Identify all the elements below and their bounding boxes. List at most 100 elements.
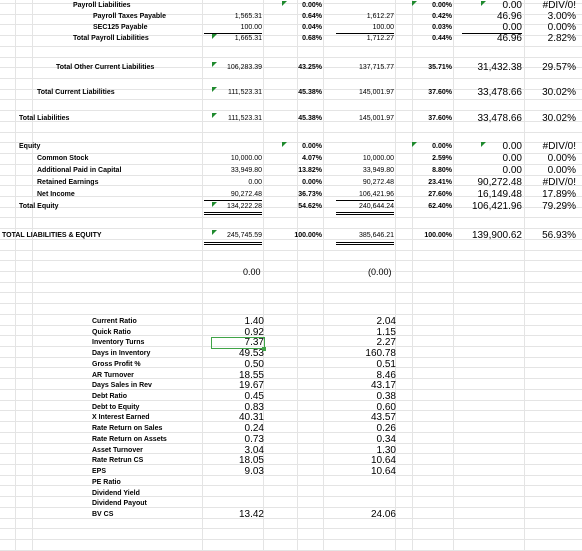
ratio-value-prior[interactable]: 9.03 bbox=[244, 466, 264, 477]
cell-change-amount[interactable]: 0.00 bbox=[502, 153, 522, 164]
ratio-value-prior[interactable]: 0.83 bbox=[244, 402, 264, 413]
cell-percent-current[interactable]: 0.00% bbox=[432, 143, 452, 150]
cell-change-amount[interactable]: 33,478.66 bbox=[477, 113, 523, 124]
ratio-value-prior[interactable]: 0.73 bbox=[244, 434, 264, 445]
cell-change-percent[interactable]: 0.00% bbox=[547, 165, 576, 176]
ratio-label[interactable]: Gross Profit % bbox=[92, 361, 141, 368]
cell-value-prior[interactable]: 106,283.39 bbox=[226, 64, 262, 71]
ratio-value-prior[interactable]: 49.53 bbox=[238, 348, 264, 359]
cell-percent-prior[interactable]: 13.82% bbox=[298, 167, 322, 174]
row-label[interactable]: Total Equity bbox=[19, 203, 59, 210]
cell-percent-prior[interactable]: 45.38% bbox=[298, 89, 322, 96]
ratio-value-current[interactable]: 160.78 bbox=[365, 348, 396, 359]
ratio-label[interactable]: EPS bbox=[92, 468, 107, 475]
ratio-label[interactable]: Rate Retrun CS bbox=[92, 457, 144, 464]
cell-change-amount[interactable]: 106,421.96 bbox=[471, 201, 522, 212]
cell-percent-current[interactable]: 0.00% bbox=[432, 2, 452, 9]
cell-percent-prior[interactable]: 0.00% bbox=[302, 2, 322, 9]
cell-value-current[interactable]: 1,712.27 bbox=[366, 35, 394, 42]
ratio-value-current[interactable]: 0.51 bbox=[376, 359, 396, 370]
cell-value-current[interactable]: 100.00 bbox=[336, 23, 394, 34]
cell-change-percent[interactable]: 79.29% bbox=[542, 201, 576, 212]
row-label[interactable]: Equity bbox=[19, 143, 41, 150]
cell-change-percent[interactable]: 30.02% bbox=[542, 113, 576, 124]
cell-percent-current[interactable]: 0.42% bbox=[432, 13, 452, 20]
ratio-value-prior[interactable]: 19.67 bbox=[238, 380, 264, 391]
row-label[interactable]: Total Payroll Liabilities bbox=[73, 35, 149, 42]
cell-value-current[interactable]: 385,646.21 bbox=[336, 230, 394, 245]
row-label[interactable]: Net Income bbox=[37, 191, 75, 198]
ratio-value-current[interactable]: 43.57 bbox=[370, 412, 396, 423]
cell-change-amount[interactable]: 16,149.48 bbox=[477, 189, 523, 200]
cell-change-amount[interactable]: 46.96 bbox=[496, 33, 522, 44]
ratio-label[interactable]: Rate Return on Sales bbox=[92, 425, 163, 432]
fill-handle[interactable] bbox=[262, 347, 266, 351]
cell-change-amount[interactable]: 46.96 bbox=[496, 11, 522, 22]
ratio-label[interactable]: Quick Ratio bbox=[92, 329, 131, 336]
cell-value-current[interactable]: 90,272.48 bbox=[362, 179, 394, 186]
ratio-value-prior[interactable]: 13.42 bbox=[238, 509, 264, 520]
ratio-value-current[interactable]: 0.34 bbox=[376, 434, 396, 445]
cell-percent-prior[interactable]: 0.04% bbox=[302, 24, 322, 31]
ratio-value-prior[interactable]: 1.40 bbox=[244, 316, 264, 327]
cell-value-prior[interactable]: 100.00 bbox=[204, 23, 262, 34]
cell-percent-prior[interactable]: 36.73% bbox=[298, 191, 322, 198]
ratio-value-prior[interactable]: 7.37 bbox=[244, 337, 264, 348]
cell-change-percent[interactable]: 56.93% bbox=[542, 230, 576, 241]
cell-change-amount[interactable]: 0.00 bbox=[502, 141, 522, 152]
ratio-value-current[interactable]: 2.04 bbox=[376, 316, 396, 327]
ratio-label[interactable]: AR Turnover bbox=[92, 372, 134, 379]
cell-change-percent[interactable]: 30.02% bbox=[542, 87, 576, 98]
ratio-label[interactable]: X Interest Earned bbox=[92, 414, 150, 421]
cell-percent-current[interactable]: 23.41% bbox=[428, 179, 452, 186]
cell-change-percent[interactable]: 17.89% bbox=[542, 189, 576, 200]
ratio-value-current[interactable]: 10.64 bbox=[370, 466, 396, 477]
row-label[interactable]: Total Liabilities bbox=[19, 115, 70, 122]
cell-value-current[interactable]: 33,949.80 bbox=[362, 167, 394, 174]
cell-change-percent[interactable]: 0.00% bbox=[547, 22, 576, 33]
ratio-value-prior[interactable]: 0.45 bbox=[244, 391, 264, 402]
cell-change-percent[interactable]: #DIV/0! bbox=[542, 141, 576, 152]
ratio-label[interactable]: Rate Return on Assets bbox=[92, 436, 167, 443]
ratio-label[interactable]: Days in Inventory bbox=[92, 350, 151, 357]
cell-percent-current[interactable]: 35.71% bbox=[428, 64, 452, 71]
cell-value-prior[interactable]: 134,222.28 bbox=[204, 202, 262, 215]
cell-percent-prior[interactable]: 0.00% bbox=[302, 179, 322, 186]
ratio-value-prior[interactable]: 3.04 bbox=[244, 445, 264, 456]
cell-change-amount[interactable]: 33,478.66 bbox=[477, 87, 523, 98]
cell-value-current[interactable]: 137,715.77 bbox=[358, 64, 394, 71]
cell-change-percent[interactable]: 2.82% bbox=[547, 33, 576, 44]
ratio-label[interactable]: PE Ratio bbox=[92, 479, 121, 486]
ratio-label[interactable]: Days Sales in Rev bbox=[92, 382, 152, 389]
row-label[interactable]: Total Other Current Liabilities bbox=[56, 64, 155, 71]
cell-percent-prior[interactable]: 4.07% bbox=[302, 155, 322, 162]
cell-value-current[interactable]: 240,644.24 bbox=[336, 202, 394, 215]
row-label[interactable]: Common Stock bbox=[37, 155, 89, 162]
cell-percent-current[interactable]: 27.60% bbox=[428, 191, 452, 198]
cell-change-percent[interactable]: 3.00% bbox=[547, 11, 576, 22]
cell-value-current[interactable]: 145,001.97 bbox=[358, 89, 394, 96]
cell-percent-current[interactable]: 0.03% bbox=[432, 24, 452, 31]
cell-change-percent[interactable]: #DIV/0! bbox=[542, 177, 576, 188]
cell-percent-current[interactable]: 2.59% bbox=[432, 155, 452, 162]
row-label[interactable]: Total Current Liabilities bbox=[37, 89, 115, 96]
ratio-value-current[interactable]: 1.30 bbox=[376, 445, 396, 456]
cell-percent-current[interactable]: 0.44% bbox=[432, 35, 452, 42]
cell-value-prior[interactable]: 111,523.31 bbox=[228, 89, 262, 96]
ratio-value-current[interactable]: 0.38 bbox=[376, 391, 396, 402]
cell-value-prior[interactable]: 245,745.59 bbox=[204, 230, 262, 245]
ratio-value-current[interactable]: 0.60 bbox=[376, 402, 396, 413]
cell-change-amount[interactable]: 0.00 bbox=[462, 23, 522, 34]
cell-change-percent[interactable]: 29.57% bbox=[542, 62, 576, 73]
ratio-value-prior[interactable]: 0.24 bbox=[244, 423, 264, 434]
ratio-value-prior[interactable]: 18.55 bbox=[238, 370, 264, 381]
cell-percent-current[interactable]: 37.60% bbox=[428, 89, 452, 96]
row-label[interactable]: TOTAL LIABILITIES & EQUITY bbox=[2, 232, 102, 239]
ratio-value-prior[interactable]: 18.05 bbox=[238, 455, 264, 466]
row-label[interactable]: SEC125 Payable bbox=[93, 24, 148, 31]
ratio-label[interactable]: Dividend Payout bbox=[92, 500, 147, 507]
cell-value-current[interactable]: 106,421.96 bbox=[336, 190, 394, 201]
cell-percent-prior[interactable]: 0.00% bbox=[302, 143, 322, 150]
ratio-value-current[interactable]: 10.64 bbox=[370, 455, 396, 466]
